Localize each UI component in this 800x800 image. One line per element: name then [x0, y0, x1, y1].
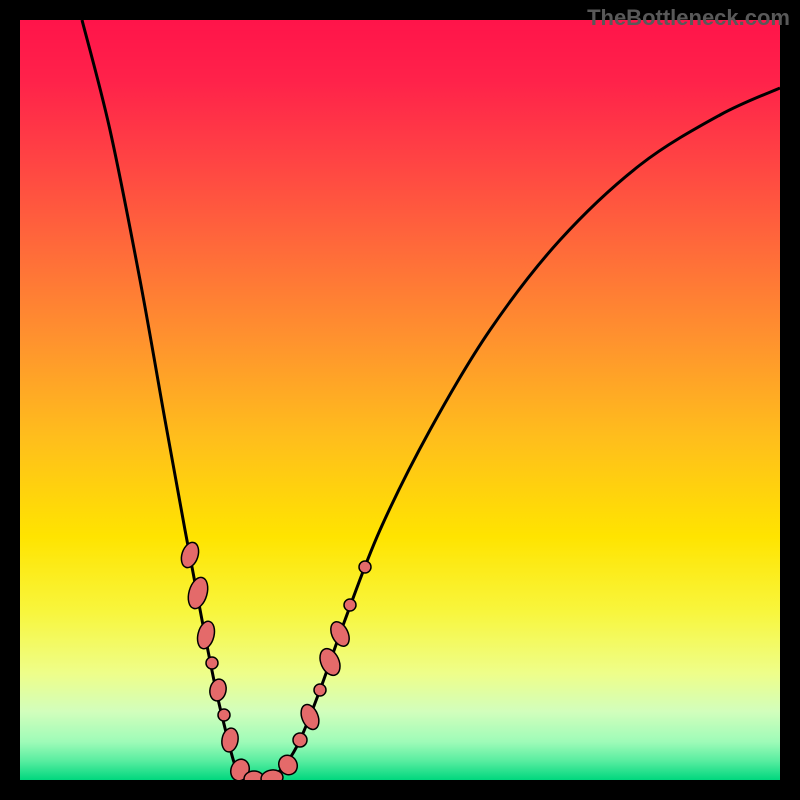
plot-area [20, 20, 780, 780]
marker-point [327, 619, 353, 649]
marker-point [359, 561, 371, 573]
marker-point [298, 702, 323, 732]
marker-point [344, 599, 356, 611]
data-markers [178, 540, 371, 780]
marker-point [195, 619, 217, 650]
marker-point [208, 678, 228, 703]
marker-point [314, 684, 326, 696]
marker-point [218, 709, 230, 721]
curve-right [250, 88, 780, 780]
curve-overlay [20, 20, 780, 780]
marker-point [206, 657, 218, 669]
marker-point [293, 733, 307, 747]
watermark-label: TheBottleneck.com [587, 5, 790, 31]
marker-point [220, 727, 240, 753]
marker-point [178, 540, 201, 570]
marker-point [185, 575, 211, 611]
curve-left [82, 20, 250, 780]
marker-point [316, 646, 344, 679]
